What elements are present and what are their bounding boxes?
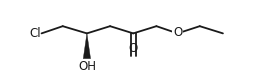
Polygon shape (83, 33, 90, 59)
Text: Cl: Cl (29, 27, 41, 40)
Text: OH: OH (78, 60, 96, 73)
Text: O: O (173, 26, 182, 39)
Text: O: O (129, 42, 138, 55)
